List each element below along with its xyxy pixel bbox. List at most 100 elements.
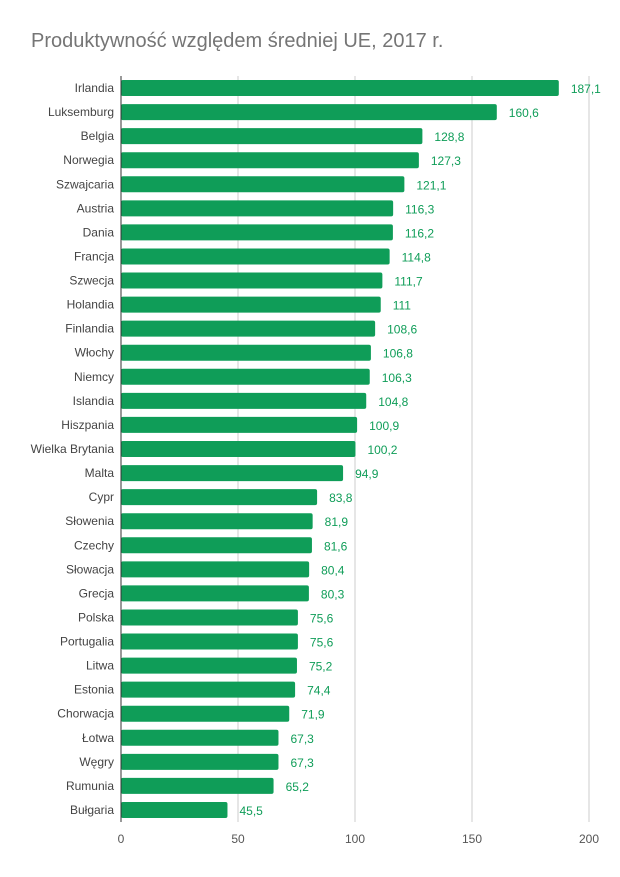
bar	[121, 561, 310, 578]
category-label: Austria	[77, 201, 115, 215]
category-label: Szwecja	[69, 274, 114, 288]
bar	[121, 296, 381, 313]
category-label: Bułgaria	[70, 803, 114, 817]
category-label: Łotwa	[82, 731, 114, 745]
bar	[121, 152, 419, 169]
data-label: 67,3	[290, 732, 314, 746]
bar	[121, 513, 313, 530]
bar	[121, 80, 559, 97]
bar	[121, 489, 318, 506]
category-label: Dania	[83, 225, 115, 239]
data-label: 108,6	[387, 323, 417, 337]
category-label: Hiszpania	[61, 418, 114, 432]
bar	[121, 753, 279, 770]
data-label: 94,9	[355, 467, 379, 481]
category-label: Islandia	[73, 394, 115, 408]
bar	[121, 224, 393, 241]
category-label: Finlandia	[65, 322, 114, 336]
data-label: 121,1	[416, 178, 446, 192]
data-label: 75,6	[310, 636, 334, 650]
data-label: 116,3	[405, 202, 434, 216]
bar	[121, 777, 274, 794]
category-label: Czechy	[74, 538, 114, 552]
category-label: Portugalia	[60, 635, 114, 649]
data-label: 75,2	[309, 660, 333, 674]
bar	[121, 368, 370, 385]
bar	[121, 537, 312, 554]
bar	[121, 681, 296, 698]
category-label: Malta	[85, 466, 115, 480]
category-label: Włochy	[75, 346, 114, 360]
data-label: 100,2	[367, 443, 397, 457]
data-label: 114,8	[402, 250, 431, 264]
category-label: Litwa	[86, 659, 114, 673]
category-label: Luksemburg	[48, 105, 114, 119]
bar	[121, 416, 358, 433]
bar	[121, 128, 423, 145]
category-label: Rumunia	[66, 779, 114, 793]
bar	[121, 176, 405, 193]
data-label: 83,8	[329, 491, 353, 505]
bar	[121, 657, 297, 674]
data-label: 67,3	[290, 756, 314, 770]
bar	[121, 104, 497, 121]
bar	[121, 248, 390, 265]
category-label: Słowacja	[66, 562, 114, 576]
bar	[121, 729, 279, 746]
bar	[121, 609, 298, 626]
bar	[121, 320, 376, 337]
x-tick-label: 200	[579, 832, 599, 846]
data-label: 80,4	[321, 563, 345, 577]
data-label: 128,8	[434, 130, 464, 144]
category-label: Holandia	[67, 298, 115, 312]
category-label: Estonia	[74, 683, 114, 697]
category-label: Norwegia	[63, 153, 114, 167]
category-label: Francja	[74, 249, 114, 263]
data-label: 106,8	[383, 347, 413, 361]
bar	[121, 441, 356, 457]
data-label: 45,5	[239, 804, 263, 818]
bar	[121, 200, 394, 217]
bar	[121, 585, 309, 602]
data-label: 75,6	[310, 611, 334, 625]
bar	[121, 705, 290, 722]
data-label: 111	[393, 299, 412, 313]
bar	[121, 272, 383, 289]
data-label: 106,3	[382, 371, 412, 385]
category-label: Słowenia	[65, 514, 114, 528]
category-label: Wielka Brytania	[31, 442, 115, 456]
x-tick-label: 0	[118, 832, 125, 846]
x-tick-label: 50	[231, 832, 245, 846]
bar	[121, 344, 371, 361]
category-label: Belgia	[81, 129, 115, 143]
data-label: 65,2	[286, 780, 310, 794]
data-label: 71,9	[301, 708, 325, 722]
bar	[121, 801, 228, 818]
data-label: 160,6	[509, 106, 539, 120]
category-label: Niemcy	[74, 370, 114, 384]
chart-title: Produktywność względem średniej UE, 2017…	[31, 30, 444, 52]
category-label: Polska	[78, 610, 114, 624]
category-label: Irlandia	[75, 81, 115, 95]
x-tick-label: 100	[345, 832, 365, 846]
data-label: 80,3	[321, 587, 345, 601]
bar	[121, 392, 367, 409]
data-label: 81,6	[324, 539, 348, 553]
bar	[121, 633, 298, 650]
bar	[121, 465, 344, 482]
data-label: 187,1	[571, 82, 601, 96]
data-label: 104,8	[378, 395, 408, 409]
data-label: 111,7	[394, 275, 423, 289]
data-label: 74,4	[307, 684, 331, 698]
data-label: 127,3	[431, 154, 461, 168]
category-label: Grecja	[79, 586, 115, 600]
data-label: 100,9	[369, 419, 399, 433]
category-label: Szwajcaria	[56, 177, 114, 191]
category-label: Węgry	[79, 755, 114, 769]
data-label: 116,2	[405, 226, 434, 240]
x-tick-label: 150	[462, 832, 482, 846]
data-label: 81,9	[325, 515, 349, 529]
category-label: Chorwacja	[57, 707, 114, 721]
